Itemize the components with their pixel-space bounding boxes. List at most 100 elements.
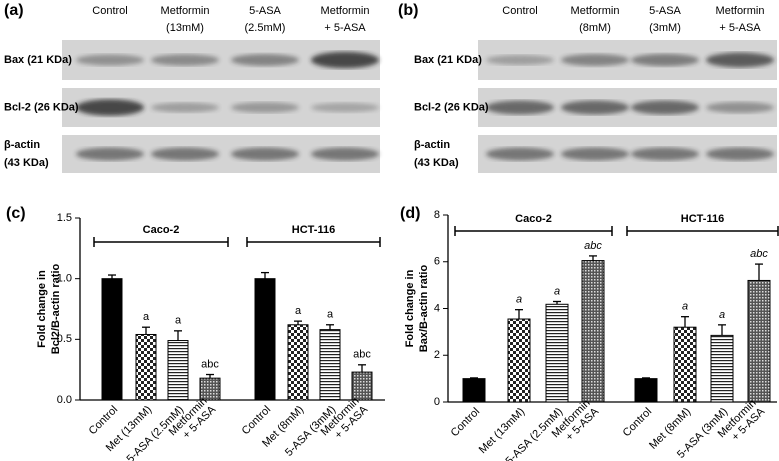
- column-header: Metformin: [716, 5, 765, 17]
- column-header: Control: [92, 5, 127, 17]
- column-header: Metformin: [321, 5, 370, 17]
- blot-band: [76, 54, 144, 66]
- bar: [135, 333, 157, 401]
- significance-label: a: [175, 315, 182, 327]
- column-header: (2.5mM): [245, 22, 286, 34]
- bar: [545, 303, 569, 403]
- blot-band: [311, 147, 379, 161]
- blot-band: [631, 53, 699, 67]
- x-tick-label-line: Control: [449, 406, 483, 440]
- bar: [581, 260, 605, 403]
- blot-band: [561, 54, 629, 66]
- blot-band: [231, 147, 299, 161]
- bar: [101, 278, 123, 401]
- significance-label: a: [516, 294, 522, 306]
- x-tick-label-line: Control: [621, 406, 655, 440]
- significance-label: a: [143, 311, 150, 323]
- x-tick-label-line: Control: [87, 404, 121, 438]
- column-header: Metformin: [571, 5, 620, 17]
- group-label: HCT-116: [292, 224, 335, 236]
- blot-band: [561, 100, 629, 115]
- column-header: (13mM): [166, 22, 204, 34]
- blot-band: [311, 102, 379, 113]
- significance-label: a: [719, 309, 725, 321]
- y-tick-label: 0: [434, 396, 440, 408]
- blot-band: [706, 147, 774, 161]
- blot-band: [631, 147, 699, 161]
- significance-label: a: [554, 285, 560, 297]
- panel-label: (c): [6, 205, 26, 222]
- blot-band: [561, 147, 629, 161]
- bar: [462, 378, 486, 403]
- y-axis-label-line: Fold change in: [404, 269, 416, 347]
- x-tick-label: Metformin+ 5-ASA: [319, 395, 371, 441]
- y-tick-label: 1.5: [57, 212, 72, 224]
- row-label: Bcl-2 (26 KDa): [414, 101, 489, 113]
- significance-label: abc: [750, 248, 768, 260]
- blot-band: [76, 147, 144, 161]
- row-label: Bax (21 KDa): [414, 54, 482, 66]
- column-header: (8mM): [579, 22, 611, 34]
- blot-band: [151, 147, 219, 161]
- row-label: (43 KDa): [414, 157, 459, 169]
- blot-band: [311, 51, 379, 69]
- y-axis-label-line: Bcl2/B-actin ratio: [50, 263, 62, 354]
- blot-band: [486, 55, 554, 65]
- row-label: β-actin: [414, 139, 450, 151]
- row-label: (43 KDa): [4, 157, 49, 169]
- x-tick-label: Metformin+ 5-ASA: [716, 397, 768, 443]
- bar: [287, 324, 309, 401]
- y-axis-label: Fold change in Bcl2/B-actin ratio: [36, 263, 62, 354]
- bar: [747, 279, 771, 403]
- blot-band: [76, 99, 144, 116]
- row-label: Bcl-2 (26 KDa): [4, 101, 79, 113]
- column-header: (3mM): [649, 22, 681, 34]
- x-tick-label: Control: [449, 406, 483, 440]
- bar: [710, 334, 734, 403]
- blot-band: [231, 54, 299, 66]
- blot-band: [486, 100, 554, 115]
- y-tick-label: 8: [434, 209, 440, 221]
- column-header: Control: [502, 5, 537, 17]
- y-tick-label: 2: [434, 349, 440, 361]
- significance-label: abc: [353, 349, 371, 361]
- significance-label: abc: [584, 240, 602, 252]
- column-header: + 5-ASA: [719, 22, 761, 34]
- column-header: Metformin: [161, 5, 210, 17]
- bar: [634, 378, 658, 403]
- x-tick-label: Control: [87, 404, 121, 438]
- bar: [673, 326, 697, 403]
- bar: [319, 329, 341, 401]
- y-tick-label: 6: [434, 256, 440, 268]
- group-label: HCT-116: [681, 213, 724, 225]
- y-tick-label: 0.0: [57, 394, 72, 406]
- y-tick-label: 0.5: [57, 333, 72, 345]
- y-axis-label: Fold change in Bax/B-actin ratio: [404, 265, 430, 353]
- panel-label: (a): [4, 2, 24, 19]
- group-label: Caco-2: [515, 213, 552, 225]
- y-tick-label: 1.0: [57, 273, 72, 285]
- group-label: Caco-2: [143, 224, 180, 236]
- x-tick-label: Metformin+ 5-ASA: [550, 397, 602, 443]
- significance-label: a: [682, 301, 688, 313]
- blot-band: [151, 54, 219, 66]
- row-label: Bax (21 KDa): [4, 54, 72, 66]
- bar: [351, 371, 373, 401]
- blot-band: [151, 102, 219, 113]
- y-tick-label: 4: [434, 302, 440, 314]
- bar: [254, 278, 276, 401]
- significance-label: a: [327, 309, 334, 321]
- blot-band: [706, 102, 774, 113]
- column-header: 5-ASA: [249, 5, 281, 17]
- y-axis-label-line: Fold change in: [36, 270, 48, 348]
- panel-label: (b): [398, 2, 418, 19]
- blot-band: [486, 147, 554, 161]
- x-tick-label: Metformin+ 5-ASA: [167, 395, 219, 441]
- blot-band: [631, 100, 699, 115]
- bar: [167, 340, 189, 401]
- x-tick-label: Control: [621, 406, 655, 440]
- column-header: + 5-ASA: [324, 22, 366, 34]
- bar: [199, 377, 221, 401]
- column-header: 5-ASA: [649, 5, 681, 17]
